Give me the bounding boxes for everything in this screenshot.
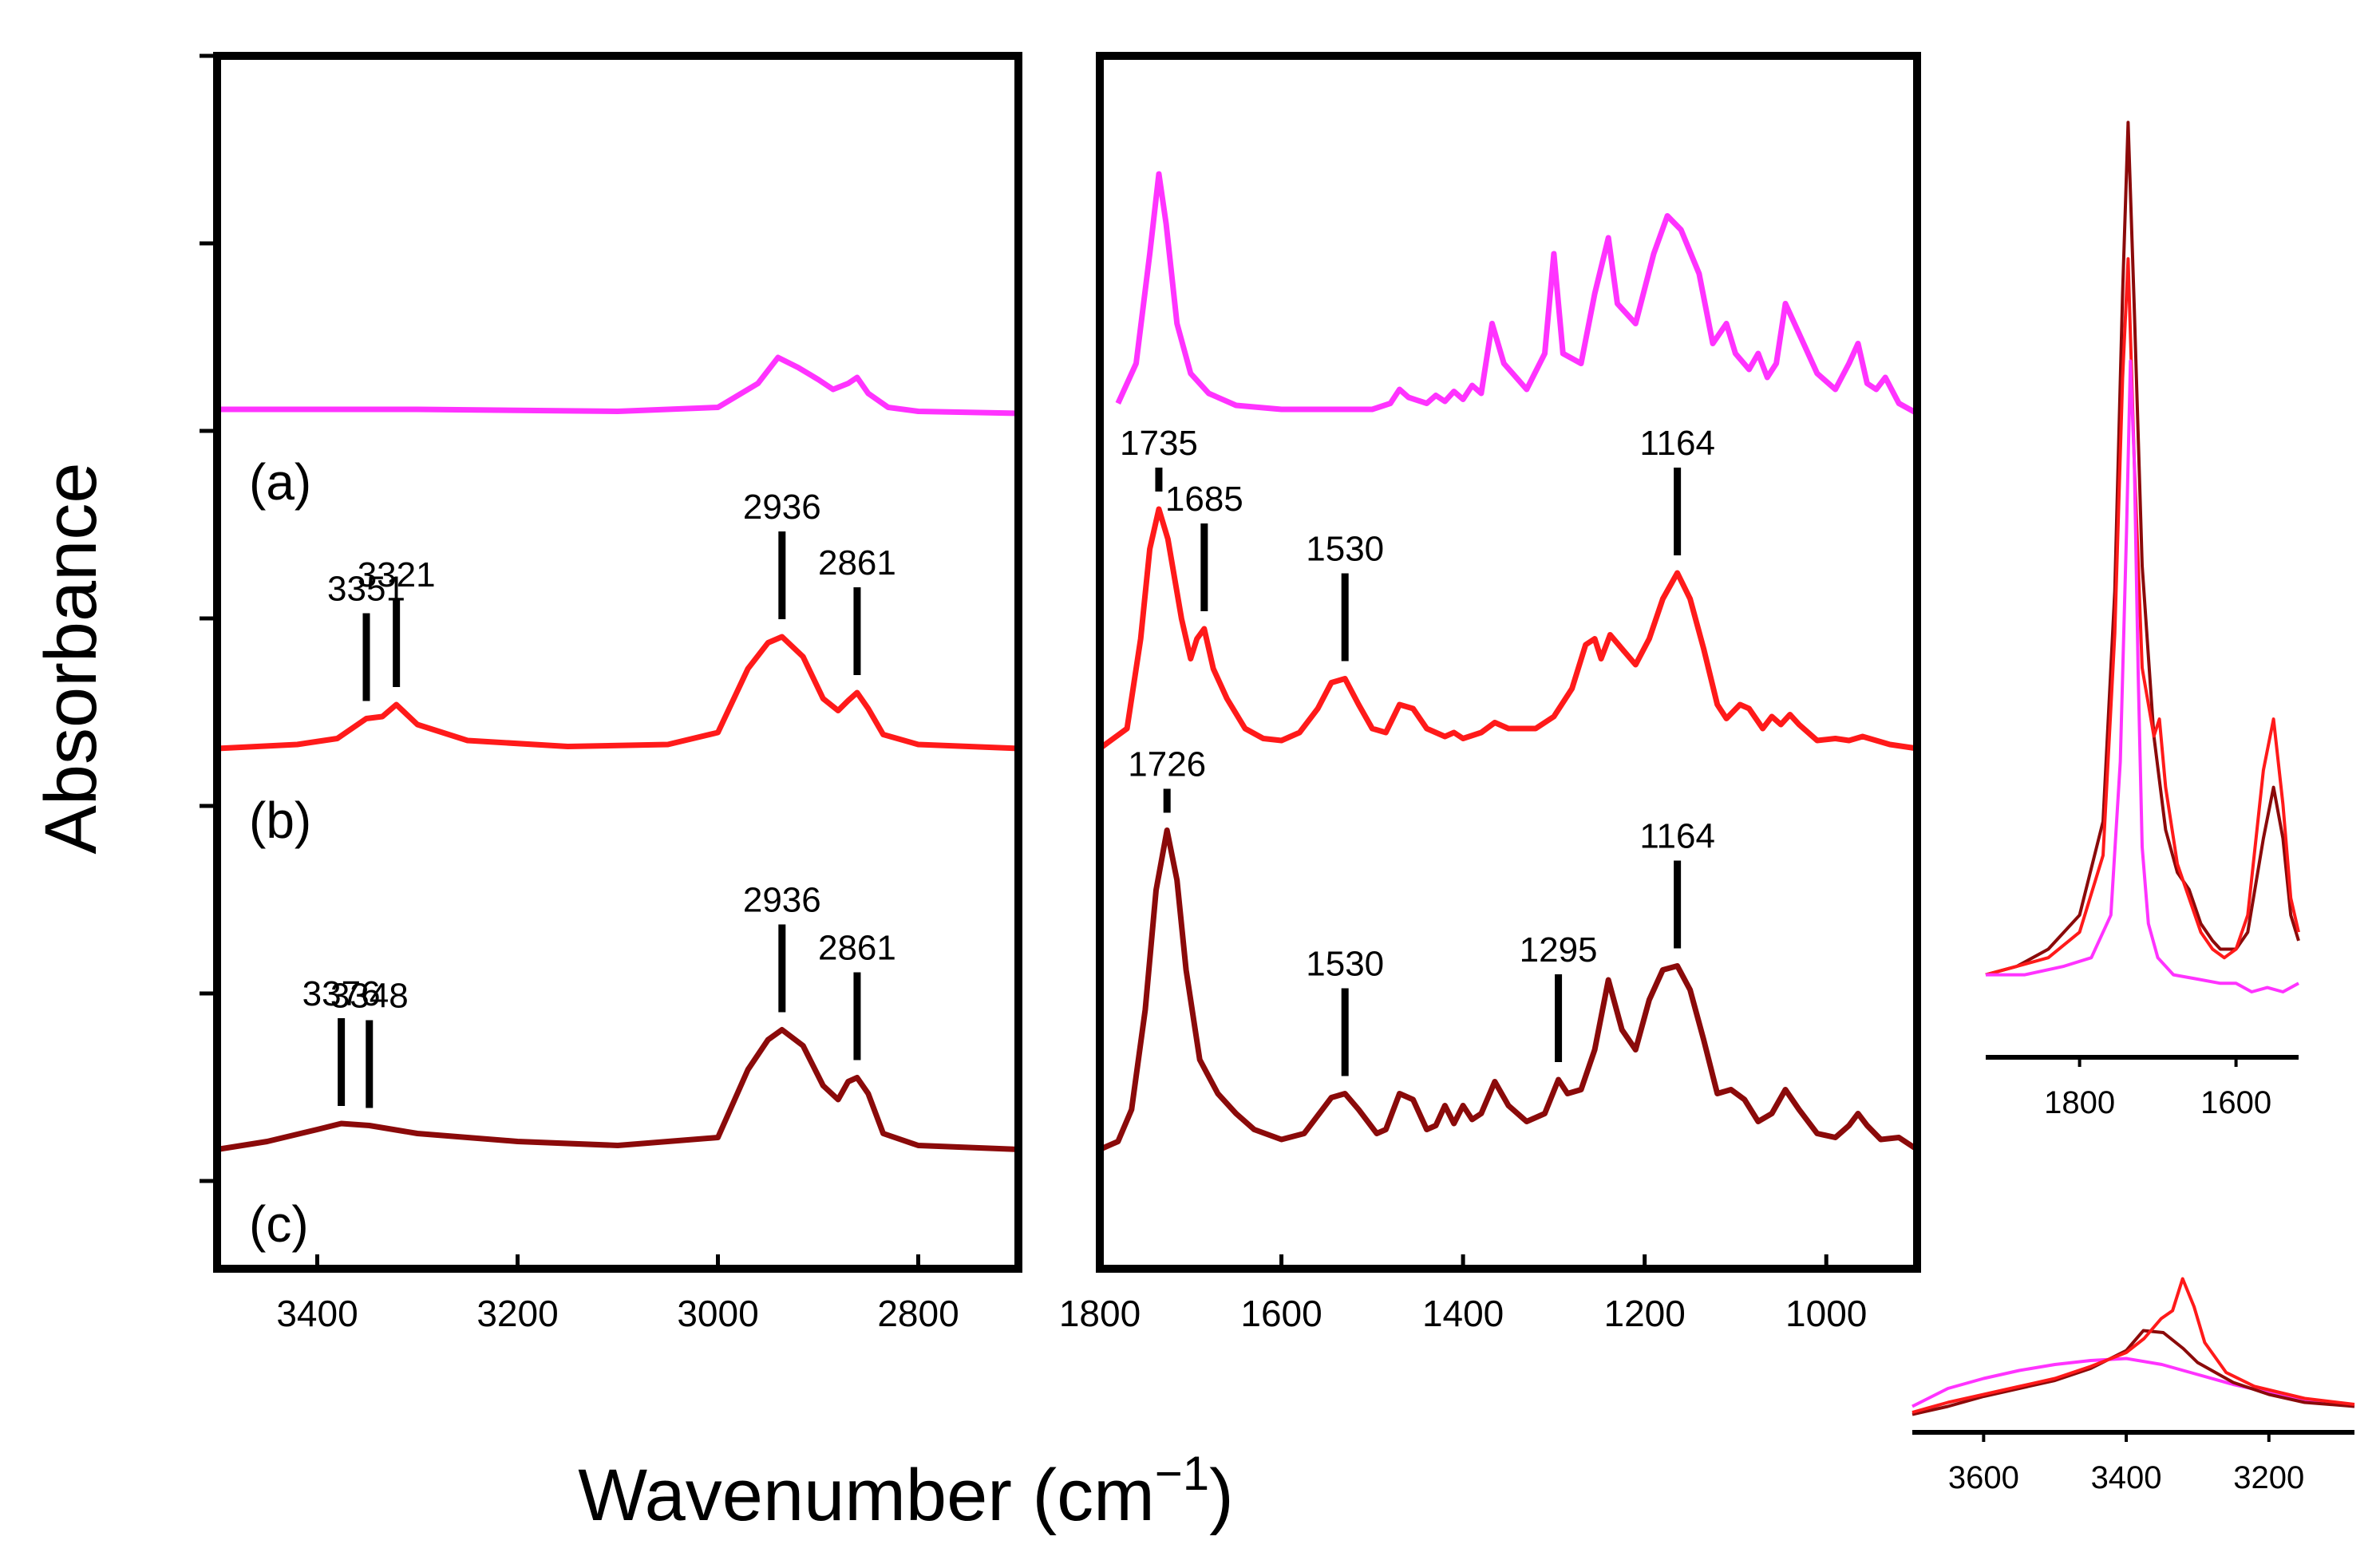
left-annotation-label: 3376	[302, 974, 381, 1013]
inset-bottom-xtick-label: 3400	[2091, 1460, 2162, 1495]
left-xtick-label: 3400	[276, 1293, 358, 1334]
middle-xtick-label: 1600	[1240, 1293, 1322, 1334]
middle-series-b-line	[1097, 506, 1918, 752]
left-annotation-label: 2936	[743, 488, 821, 527]
left-xtick-label: 2800	[877, 1293, 959, 1334]
left-series-a-line	[217, 354, 1019, 417]
left-annotation-label: 3351	[327, 570, 405, 609]
middle-xtick-label: 1400	[1422, 1293, 1504, 1334]
middle-series-c-line	[1098, 827, 1919, 1152]
middle-panel: 1800 1600 1400 1200 1000 1735 1685 1530 1164 1726…	[1059, 52, 1921, 1334]
middle-annotation-label: 1735	[1120, 424, 1198, 463]
left-frame	[213, 52, 1022, 1273]
x-axis-label-main: Wavenumber (cm	[578, 1455, 1155, 1536]
middle-xtick-label: 1200	[1603, 1293, 1685, 1334]
left-xtick-label: 3000	[677, 1293, 758, 1334]
middle-annotation-label: 1530	[1306, 945, 1384, 984]
y-axis-label: Absorbance	[30, 463, 112, 855]
series-label-c: (c)	[249, 1195, 309, 1253]
inset-bottom-xtick-label: 3200	[2233, 1460, 2304, 1495]
left-annotation-label: 3348	[330, 977, 409, 1016]
middle-annotation-label: 1295	[1520, 930, 1598, 970]
middle-annotation-label: 1164	[1639, 817, 1715, 856]
middle-xtick-label: 1000	[1785, 1293, 1867, 1334]
inset-top-series-b-line	[1985, 257, 2300, 977]
inset-bottom-xtick-label: 3600	[1948, 1460, 2019, 1495]
left-annotation-label: 2861	[818, 929, 896, 968]
left-annotation-label: 3321	[358, 555, 436, 594]
middle-annotation-label: 1164	[1639, 424, 1715, 463]
series-label-a: (a)	[249, 453, 311, 511]
inset-bottom-series-a-line	[1912, 1357, 2355, 1408]
inset-top-xtick-label: 1600	[2200, 1085, 2271, 1120]
left-xtick-label: 3200	[476, 1293, 558, 1334]
inset-top-xtick-label: 1800	[2044, 1085, 2115, 1120]
middle-annotation-label: 1685	[1165, 480, 1243, 519]
left-series-c-line	[216, 1027, 1019, 1152]
x-axis-label-sup: −1	[1155, 1447, 1209, 1500]
left-series-b-line	[216, 634, 1019, 752]
left-annotation-label: 2936	[743, 881, 821, 920]
inset-bottom-panel: 3600 3400 3200	[1912, 1277, 2355, 1495]
x-axis-label: Wavenumber (cm−1)	[578, 1447, 1234, 1536]
inset-top-panel: 1800 1600	[1985, 120, 2300, 1120]
series-label-b: (b)	[249, 792, 311, 849]
middle-annotation-label: 1530	[1306, 530, 1384, 569]
inset-bottom-series-c-line	[1912, 1329, 2355, 1416]
middle-xtick-label: 1800	[1059, 1293, 1141, 1334]
left-annotation-label: 2861	[818, 543, 896, 583]
x-axis-label-close: )	[1209, 1455, 1234, 1536]
middle-annotation-label: 1726	[1128, 745, 1206, 784]
middle-frame	[1096, 52, 1921, 1273]
middle-series-a-line	[1115, 171, 1919, 417]
inset-top-series-a-line	[1986, 359, 2299, 993]
inset-bottom-series-b-line	[1912, 1277, 2355, 1414]
inset-top-series-c-line	[1985, 120, 2300, 977]
